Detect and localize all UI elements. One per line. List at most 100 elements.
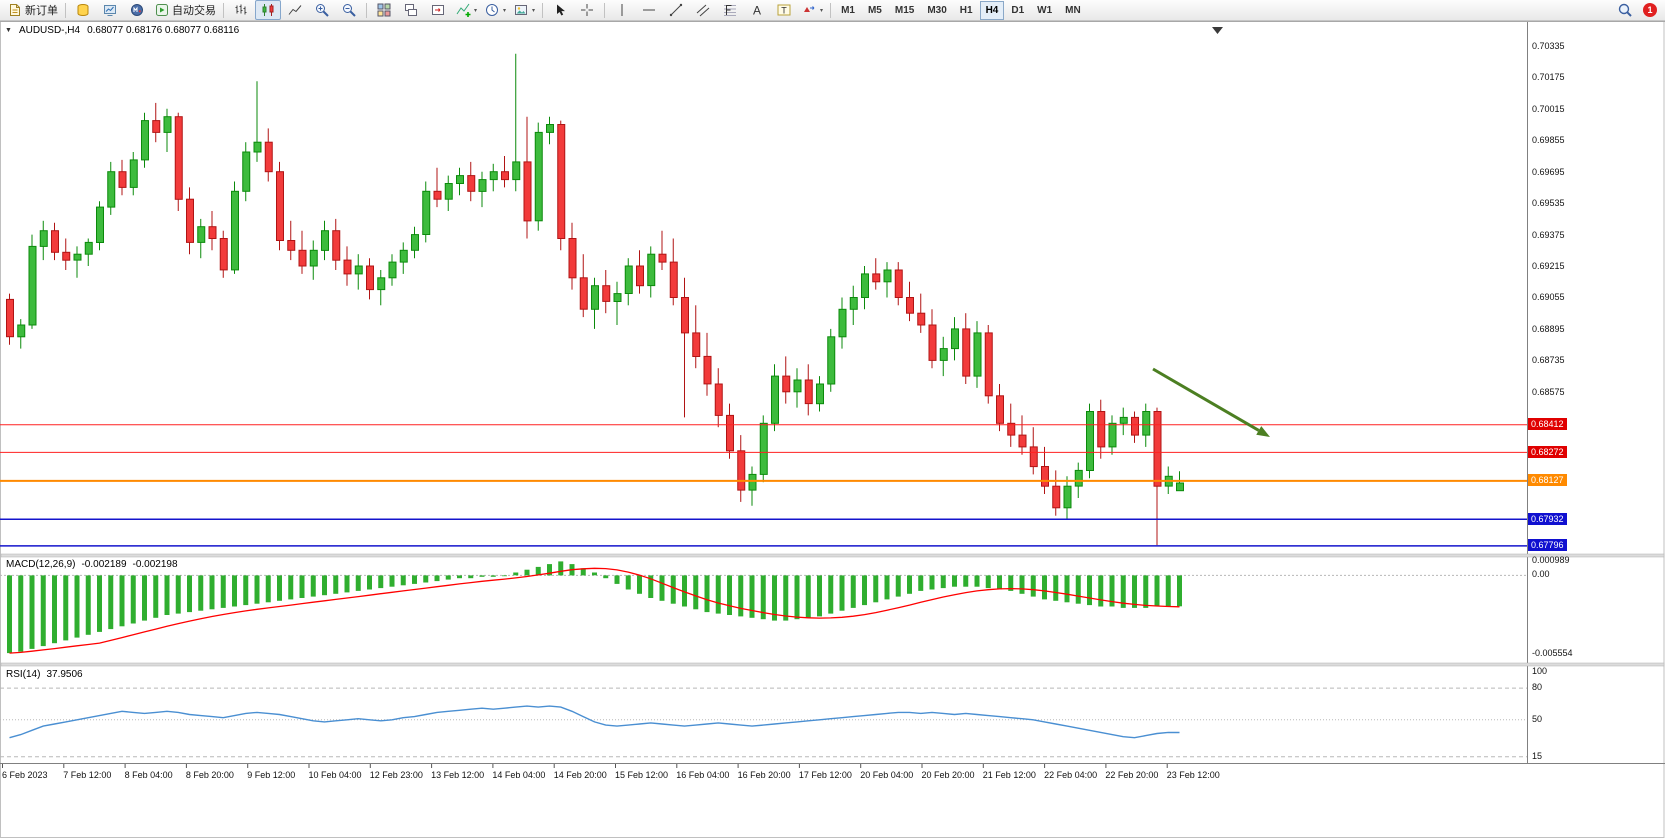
timeframe-h1-button[interactable]: H1 (959, 4, 973, 16)
toolbar-separator (604, 2, 606, 18)
search-button[interactable] (1612, 0, 1638, 20)
horizontal-line-button[interactable] (636, 0, 662, 20)
bar-chart-icon (233, 2, 249, 18)
line-chart-button[interactable] (282, 0, 308, 20)
trendline-button[interactable] (663, 0, 689, 20)
chevron-down-icon: ▾ (532, 7, 536, 14)
toolbar-separator (830, 2, 832, 18)
toolbar-separator (366, 2, 367, 18)
timeframe-d1-button[interactable]: D1 (1011, 4, 1025, 16)
notification-badge[interactable]: 1 (1643, 3, 1657, 17)
timeframe-m1-button[interactable]: M1 (841, 4, 855, 16)
tile-windows-button[interactable] (371, 0, 397, 20)
macd-signal-line (9, 567, 1180, 654)
search-icon (1617, 2, 1633, 18)
market-watch-icon (102, 2, 118, 18)
indicators-button[interactable]: ▾ (452, 0, 480, 20)
svg-text:A: A (753, 4, 761, 18)
timeframe-m30-button[interactable]: M30 (927, 4, 947, 16)
timeframe-m5-button[interactable]: M5 (867, 4, 882, 16)
timeframe-m15-button[interactable]: M15 (894, 4, 915, 16)
zoom-out-icon (341, 2, 357, 18)
chart-title-bar: ▼ AUDUSD-,H4 0.68077 0.68176 0.68077 0.6… (5, 25, 239, 36)
chevron-down-icon: ▾ (820, 7, 824, 14)
timeframe-w1-button[interactable]: W1 (1037, 4, 1053, 16)
candlestick-chart-icon (260, 2, 276, 18)
rsi-indicator-label: RSI(14) 37.9506 (6, 669, 83, 680)
rsi-name: RSI(14) (6, 669, 41, 680)
bar-chart-button[interactable] (228, 0, 254, 20)
new-order-icon (7, 2, 23, 18)
fibonacci-icon (722, 2, 738, 18)
chart-symbol-period: AUDUSD-,H4 (18, 25, 81, 36)
toolbar-separator (223, 2, 224, 18)
one-click-trading-toggle[interactable]: ▼ (5, 27, 12, 34)
arrange-windows-icon (403, 2, 419, 18)
new-order-button[interactable]: 新订单 (4, 0, 61, 20)
vertical-line-button[interactable] (609, 0, 635, 20)
zoom-in-button[interactable] (309, 0, 335, 20)
candlestick-chart-button[interactable] (255, 0, 281, 20)
macd-name: MACD(12,26,9) (6, 559, 76, 570)
text-button[interactable]: A (744, 0, 770, 20)
chart-window-border (0, 21, 1665, 838)
toolbar-separator (65, 2, 66, 18)
new-order-label: 新订单 (25, 5, 58, 17)
auto-trading-label: 自动交易 (172, 5, 216, 17)
timeframe-mn-button[interactable]: MN (1065, 4, 1081, 16)
equidistant-channel-button[interactable] (690, 0, 716, 20)
crosshair-button[interactable] (574, 0, 600, 20)
zoom-out-button[interactable] (336, 0, 362, 20)
metaquotes-button[interactable] (124, 0, 150, 20)
timeframe-h4-button[interactable]: H4 (979, 0, 1005, 20)
trendline-icon (668, 2, 684, 18)
panel-separator[interactable] (0, 662, 1665, 667)
market-watch-button[interactable] (97, 0, 123, 20)
zoom-in-icon (314, 2, 330, 18)
templates-button[interactable]: ▾ (510, 0, 538, 20)
tile-windows-icon (376, 2, 392, 18)
toolbar-separator (542, 2, 544, 18)
crosshair-icon (579, 2, 595, 18)
macd-value: -0.002189 (81, 559, 127, 570)
text-label-button[interactable]: T (771, 0, 797, 20)
arrows-icon (801, 2, 817, 18)
periods-button[interactable]: ▾ (481, 0, 509, 20)
line-chart-icon (287, 2, 303, 18)
templates-icon (513, 2, 529, 18)
cursor-icon (552, 2, 568, 18)
arrows-button[interactable]: ▾ (798, 0, 826, 20)
indicators-icon (455, 2, 471, 18)
profile-charts-button[interactable] (70, 0, 96, 20)
chart-ohlc-values: 0.68077 0.68176 0.68077 0.68116 (87, 25, 240, 36)
candlestick-series (6, 53, 1184, 546)
equidistant-channel-icon (695, 2, 711, 18)
horizontal-line-icon (641, 2, 657, 18)
chevron-down-icon: ▾ (503, 7, 507, 14)
chevron-down-icon: ▾ (474, 7, 478, 14)
arrange-windows-button[interactable] (398, 0, 424, 20)
cursor-button[interactable] (547, 0, 573, 20)
fibonacci-button[interactable] (717, 0, 743, 20)
chart-shift-button[interactable] (425, 0, 451, 20)
svg-text:T: T (781, 6, 787, 16)
macd-signal-value: -0.002198 (132, 559, 178, 570)
chart-shift-icon (430, 2, 446, 18)
rsi-value: 37.9506 (46, 669, 83, 680)
macd-histogram (7, 561, 1182, 654)
macd-indicator-label: MACD(12,26,9) -0.002189 -0.002198 (6, 559, 178, 570)
auto-trading-button[interactable]: 自动交易 (151, 0, 219, 20)
rsi-line (9, 705, 1180, 739)
vertical-line-icon (614, 2, 630, 18)
auto-trading-icon (154, 2, 170, 18)
text-label-icon: T (776, 2, 792, 18)
main-toolbar: 新订单 自动交易 ▾ ▾ ▾ A T ▾ M1 M5 M15 M30 H1 H4 D1 W1 MN 1 (0, 0, 1665, 21)
panel-separator[interactable] (0, 553, 1665, 558)
chart-shift-marker[interactable] (1212, 27, 1223, 34)
periods-icon (484, 2, 500, 18)
profile-charts-icon (75, 2, 91, 18)
trend-arrow-annotation[interactable] (1152, 367, 1270, 437)
metaquotes-icon (129, 2, 145, 18)
